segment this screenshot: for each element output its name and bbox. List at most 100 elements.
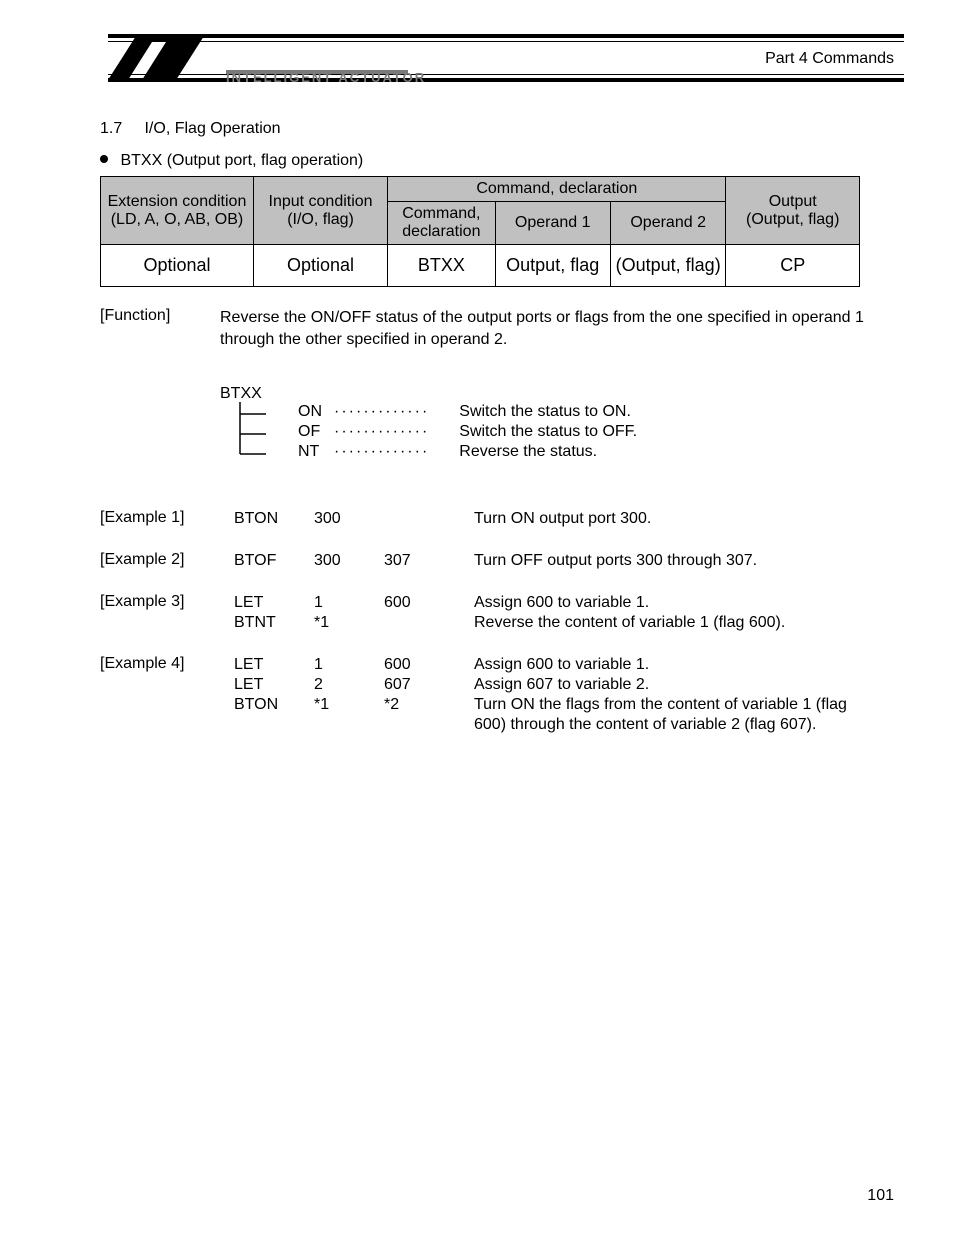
cell-ext: Optional — [101, 245, 254, 287]
col-cmdspan-header: Command, declaration — [388, 177, 726, 202]
col-ext-line1: Extension condition — [105, 193, 249, 211]
example-op1: 2 — [314, 675, 384, 695]
example-cmd: LET — [234, 593, 314, 613]
tree-dots: ············· ············· ············… — [334, 384, 429, 462]
example-op2: 600 — [384, 655, 474, 675]
example-op2: *2 — [384, 695, 474, 715]
example-label: [Example 2] — [100, 551, 234, 569]
example-op1: *1 — [314, 613, 384, 633]
col-inp-line1: Input condition — [258, 193, 383, 211]
logo-icon — [108, 30, 218, 86]
col-ext-line2: (LD, A, O, AB, OB) — [105, 211, 249, 229]
example-desc: Turn ON the flags from the content of va… — [474, 695, 874, 735]
example-column: 600 — [384, 593, 474, 633]
col-ext-header: Extension condition (LD, A, O, AB, OB) — [101, 177, 254, 245]
command-table: Extension condition (LD, A, O, AB, OB) I… — [100, 176, 860, 287]
example-cmd: BTON — [234, 509, 314, 529]
cell-cmd: BTXX — [388, 245, 495, 287]
example-cols: BTOF300307Turn OFF output ports 300 thro… — [234, 551, 874, 571]
dots-0: ············· — [334, 402, 429, 422]
example-op1: 300 — [314, 509, 384, 529]
tree-suffixes: ON OF NT — [298, 384, 322, 462]
col-op1-header: Operand 1 — [495, 202, 610, 245]
dots-2: ············· — [334, 442, 429, 462]
example-column: BTOF — [234, 551, 314, 571]
function-block: [Function] Reverse the ON/OFF status of … — [100, 307, 874, 350]
tree-descriptions: Switch the status to ON. Switch the stat… — [459, 384, 637, 462]
example-cmd: LET — [234, 675, 314, 695]
header-part-title: Part 4 Commands — [765, 50, 894, 68]
example-cmd: BTON — [234, 695, 314, 715]
example-cols: BTON300 Turn ON output port 300. — [234, 509, 874, 529]
col-out-line1: Output — [730, 193, 855, 211]
cell-op1: Output, flag — [495, 245, 610, 287]
example-column: LETBTNT — [234, 593, 314, 633]
example-desc: Assign 607 to variable 2. — [474, 675, 874, 695]
example-column: BTON — [234, 509, 314, 529]
section-number: 1.7 — [100, 120, 122, 137]
page: INTELLIGENT ACTUATOR Part 4 Commands 1.7… — [0, 0, 954, 1235]
example-column: Turn ON output port 300. — [474, 509, 874, 529]
example-column: 307 — [384, 551, 474, 571]
tree-desc-2: Reverse the status. — [459, 442, 637, 462]
example-op1: 300 — [314, 551, 384, 571]
example-op1: 1 — [314, 593, 384, 613]
suffix-tree: BTXX ON OF NT ············· ··········· — [220, 384, 874, 469]
example-label: [Example 4] — [100, 655, 234, 673]
example-cols: LETBTNT1*1600Assign 600 to variable 1.Re… — [234, 593, 874, 633]
tree-desc-1: Switch the status to OFF. — [459, 422, 637, 442]
example-column: 300 — [314, 551, 384, 571]
tree-lines-icon: BTXX — [220, 384, 290, 469]
function-text: Reverse the ON/OFF status of the output … — [220, 307, 874, 350]
example-desc: Reverse the content of variable 1 (flag … — [474, 613, 874, 633]
example-column: Assign 600 to variable 1.Assign 607 to v… — [474, 655, 874, 735]
example-cmd: BTOF — [234, 551, 314, 571]
example-cmd: BTNT — [234, 613, 314, 633]
section-heading: 1.7 I/O, Flag Operation — [100, 120, 874, 138]
examples: [Example 1]BTON300Turn ON output port 30… — [100, 509, 874, 735]
dots-1: ············· — [334, 422, 429, 442]
example-op2: 307 — [384, 551, 474, 571]
example-row: [Example 2]BTOF300307Turn OFF output por… — [100, 551, 874, 571]
example-op2: 600 — [384, 593, 474, 613]
col-out-line2: (Output, flag) — [730, 211, 855, 229]
table-header-row-1: Extension condition (LD, A, O, AB, OB) I… — [101, 177, 860, 202]
example-desc: Assign 600 to variable 1. — [474, 593, 874, 613]
col-cmd-header: Command, declaration — [388, 202, 495, 245]
command-heading: BTXX (Output port, flag operation) — [120, 152, 363, 169]
col-op2-header: Operand 2 — [610, 202, 726, 245]
col-inp-header: Input condition (I/O, flag) — [253, 177, 387, 245]
bullet-icon — [100, 155, 108, 163]
col-out-header: Output (Output, flag) — [726, 177, 860, 245]
cell-out: CP — [726, 245, 860, 287]
example-column: 1*1 — [314, 593, 384, 633]
tree-suffix-1: OF — [298, 422, 322, 442]
tree-desc-0: Switch the status to ON. — [459, 402, 637, 422]
cell-op2: (Output, flag) — [610, 245, 726, 287]
example-column: LETLETBTON — [234, 655, 314, 735]
content: 1.7 I/O, Flag Operation BTXX (Output por… — [100, 120, 874, 757]
function-label: [Function] — [100, 307, 220, 350]
table-data-row: Optional Optional BTXX Output, flag (Out… — [101, 245, 860, 287]
section-title: I/O, Flag Operation — [144, 120, 280, 137]
example-desc: Assign 600 to variable 1. — [474, 655, 874, 675]
example-cmd: LET — [234, 655, 314, 675]
example-desc: Turn ON output port 300. — [474, 509, 874, 529]
example-column: 600607*2 — [384, 655, 474, 735]
example-row: [Example 3]LETBTNT1*1600Assign 600 to va… — [100, 593, 874, 633]
tree-suffix-2: NT — [298, 442, 322, 462]
example-cols: LETLETBTON12*1600607*2Assign 600 to vari… — [234, 655, 874, 735]
example-column — [384, 509, 474, 529]
example-row: [Example 1]BTON300 Turn ON output port 30… — [100, 509, 874, 529]
example-op1: *1 — [314, 695, 384, 715]
col-inp-line2: (I/O, flag) — [258, 211, 383, 229]
example-column: 300 — [314, 509, 384, 529]
example-column: Assign 600 to variable 1.Reverse the con… — [474, 593, 874, 633]
example-op2: 607 — [384, 675, 474, 695]
example-column: 12*1 — [314, 655, 384, 735]
example-desc: Turn OFF output ports 300 through 307. — [474, 551, 874, 571]
example-op1: 1 — [314, 655, 384, 675]
example-label: [Example 1] — [100, 509, 234, 527]
page-number: 101 — [867, 1187, 894, 1205]
example-column: Turn OFF output ports 300 through 307. — [474, 551, 874, 571]
